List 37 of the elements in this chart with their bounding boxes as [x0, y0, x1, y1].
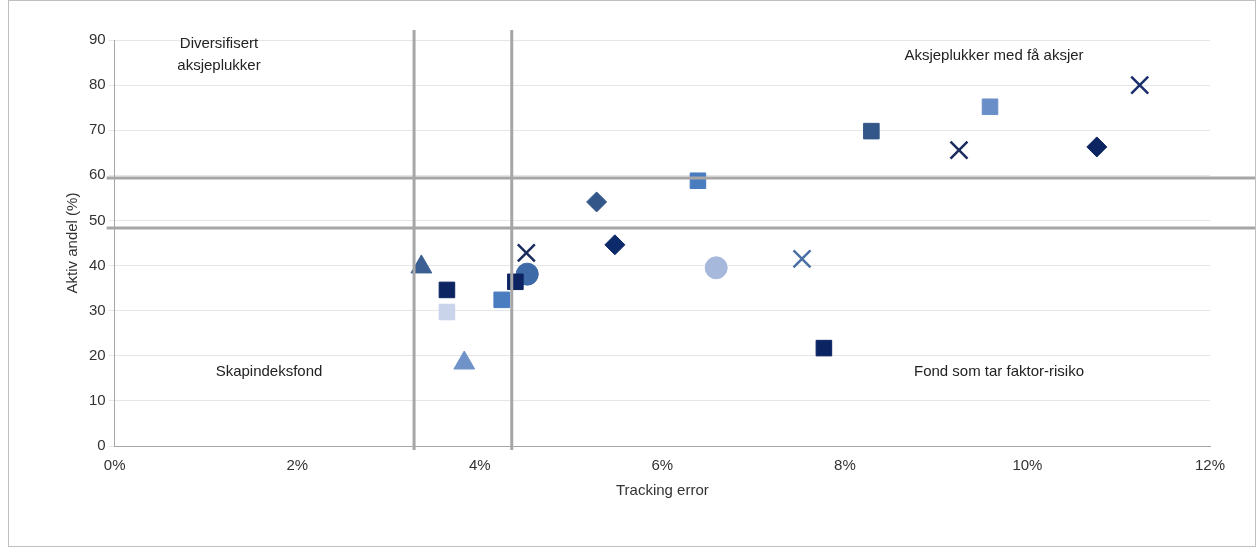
x-tick-label: 8%: [834, 456, 856, 474]
y-tick-label: 40: [89, 255, 106, 273]
annotation: Skapindeksfond: [214, 361, 324, 381]
point: [1086, 136, 1108, 158]
y-tick-label: 30: [89, 300, 106, 318]
y-axis-title: Aktiv andel (%): [63, 192, 81, 294]
point: [704, 256, 728, 280]
point: [516, 243, 537, 263]
point: [815, 339, 833, 357]
point: [949, 140, 969, 160]
y-tick-label: 0: [97, 436, 106, 454]
point: [438, 303, 456, 321]
point: [863, 122, 880, 140]
x-axis-title: Tracking error: [615, 481, 709, 499]
point: [493, 291, 510, 309]
x-tick-label: 2%: [286, 456, 309, 474]
point: [438, 281, 456, 299]
point: [586, 191, 608, 213]
point: [604, 234, 626, 256]
x-tick-label: 12%: [1194, 456, 1226, 474]
x-tick-label: 0%: [103, 456, 126, 474]
x-tick-label: 10%: [1012, 456, 1043, 474]
y-tick-label: 20: [89, 345, 106, 363]
y-tick-label: 80: [89, 75, 106, 93]
annotation: Fond som tar faktor-risiko: [912, 361, 1085, 381]
y-tick-label: 60: [89, 165, 106, 183]
point: [981, 98, 999, 116]
y-tick-label: 90: [89, 30, 106, 48]
point: [792, 249, 812, 269]
y-tick-label: 50: [89, 210, 106, 228]
annotation: Diversifisert aksjeplukker: [176, 33, 262, 75]
y-tick-label: 70: [89, 120, 106, 138]
annotation: Aksjeplukker med få aksjer: [903, 45, 1085, 65]
x-tick-label: 6%: [651, 456, 674, 474]
x-tick-label: 4%: [468, 456, 491, 474]
y-tick-label: 10: [89, 391, 106, 409]
point: [1129, 75, 1150, 95]
